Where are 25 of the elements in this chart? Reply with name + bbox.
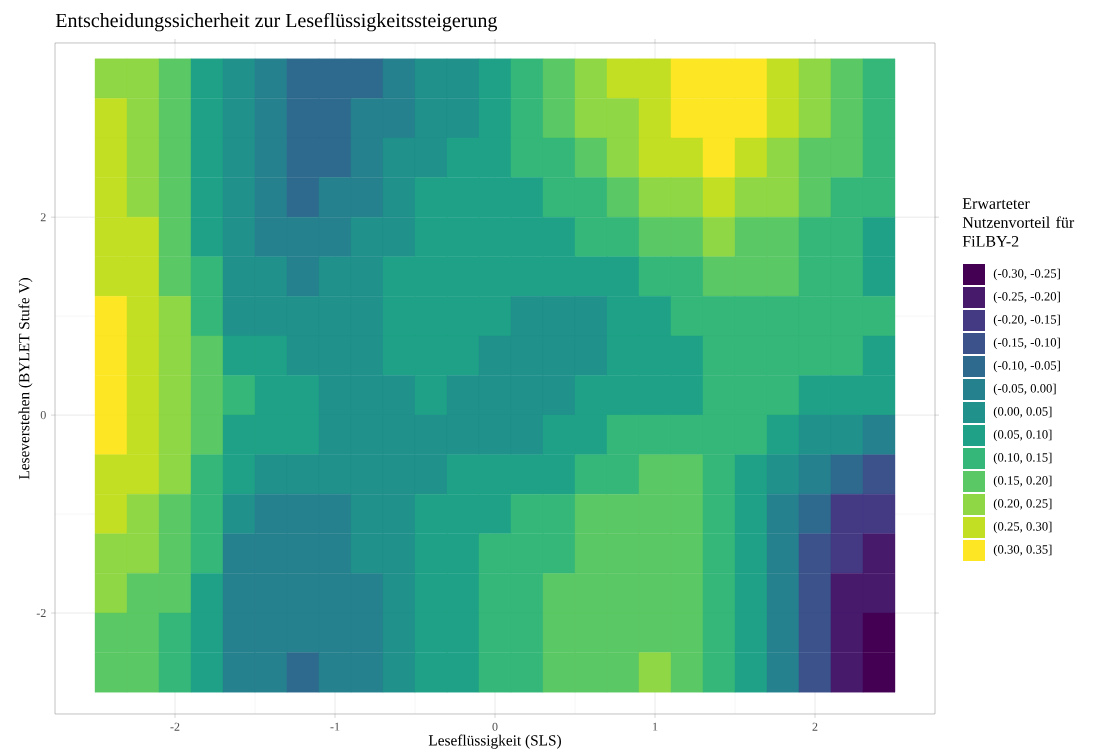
- color-bar-label: (0.00, 0.05]: [993, 406, 1052, 419]
- x-tick-label: 2: [812, 722, 818, 731]
- x-tick-label: 1: [653, 722, 658, 731]
- color-bar-label: (0.15, 0.20]: [993, 475, 1052, 488]
- color-bar-label: (-0.15, -0.10]: [993, 337, 1060, 350]
- y-axis-title: Leseverstehen (BYLET Stufe V): [18, 278, 33, 480]
- x-tick-label: -2: [170, 722, 180, 731]
- x-tick-label: -1: [330, 722, 340, 731]
- color-bar-label: (-0.20, -0.15]: [993, 314, 1060, 327]
- y-tick-label: 2: [40, 213, 46, 222]
- color-bar-label: (0.20, 0.25]: [993, 498, 1052, 511]
- color-bar-label: (0.10, 0.15]: [993, 452, 1052, 465]
- color-bar-label: (0.30, 0.35]: [993, 544, 1052, 557]
- color-bar-label: (0.25, 0.30]: [993, 521, 1052, 534]
- color-bar-label: (-0.30, -0.25]: [993, 268, 1060, 281]
- color-bar-label: (-0.05, 0.00]: [993, 383, 1056, 396]
- y-tick-label: 0: [40, 411, 46, 420]
- color-bar-label: (-0.25, -0.20]: [993, 291, 1060, 304]
- x-tick-label: 0: [492, 722, 498, 731]
- color-bar-label: (0.05, 0.10]: [993, 429, 1052, 442]
- x-axis-title: Leseflüssigkeit (SLS): [428, 734, 561, 749]
- color-bar-label: (-0.10, -0.05]: [993, 360, 1060, 373]
- legend-title: Erwarteter Nutzenvorteil für FiLBY-2: [962, 198, 1075, 247]
- chart-title: Entscheidungssicherheit zur Leseflüssigkeitssteigerung: [55, 12, 498, 32]
- y-tick-label: -2: [36, 609, 46, 618]
